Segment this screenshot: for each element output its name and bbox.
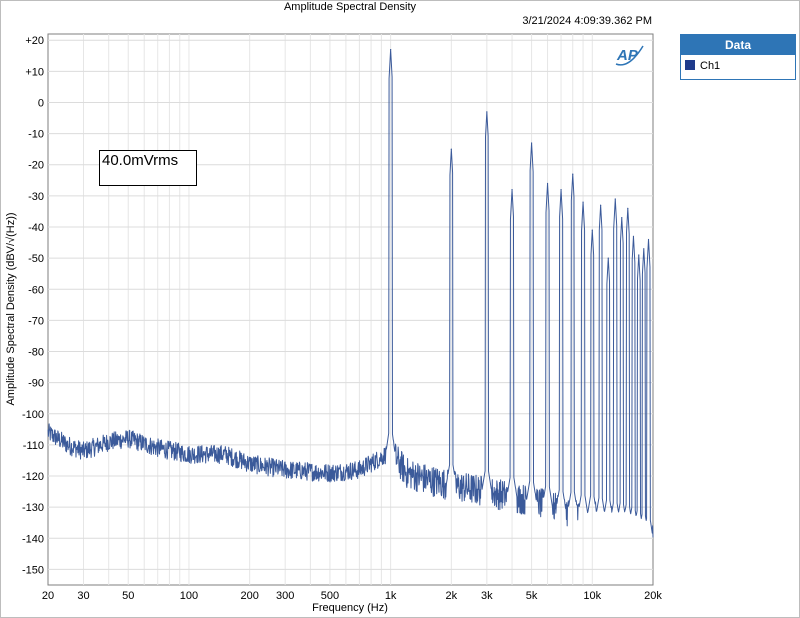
y-tick-label: -60 [28,284,44,296]
legend-item-ch1[interactable]: Ch1 [681,55,795,77]
legend-label: Ch1 [700,60,721,72]
y-tick-label: -140 [22,533,44,545]
x-tick-label: 2k [446,590,458,602]
harmonic-peak-point [632,235,635,237]
chart-title: Amplitude Spectral Density [283,1,417,13]
harmonic-peak-point [638,254,640,256]
harmonic-peak-point [600,204,602,206]
series-layer [47,48,654,538]
harmonic-peak-point [546,182,549,185]
y-tick-label: +10 [25,66,44,78]
harmonic-peak-point [647,238,650,241]
y-tick-label: -110 [23,440,44,452]
x-tick-label: 10k [583,590,601,602]
tick-labels: 20 30 50 100 200 300 500 1k 2k 3k 5k 10k 20k +20 +10 0 -… [22,35,662,602]
y-tick-label: -50 [28,253,44,265]
x-tick-label: 3k [481,590,493,602]
y-tick-label: -150 [22,564,44,576]
x-tick-label: 200 [240,590,258,602]
y-tick-label: -80 [28,347,44,359]
legend-swatch [685,60,695,70]
annotation-box[interactable]: 40.0mVrms [99,150,197,186]
harmonic-peak-point [627,207,629,209]
x-tick-label: 100 [180,590,198,602]
y-tick-label: -70 [28,315,44,327]
y-tick-label: -130 [22,502,44,514]
y-tick-label: -30 [28,191,44,203]
timestamp: 3/21/2024 4:09:39.362 PM [522,15,652,27]
y-tick-label: -10 [28,129,44,141]
series-line-ch1 [47,49,654,538]
harmonic-peak-point [591,229,593,231]
harmonic-peak-point [572,173,574,175]
harmonic-peak-point [614,198,616,200]
grid [48,34,653,585]
y-tick-label: +20 [25,35,44,47]
harmonic-peak-point [607,257,609,259]
legend-header: Data [681,35,795,55]
y-tick-label: -90 [28,378,44,390]
legend: Data Ch1 [680,34,796,80]
y-tick-label: 0 [38,97,44,109]
x-tick-label: 20k [644,590,662,602]
harmonic-peak-point [390,48,392,51]
plot-area [47,33,654,586]
harmonic-peak-point [582,201,584,203]
harmonic-peak-point [530,142,533,144]
harmonic-peak-point [450,148,452,150]
x-axis-label: Frequency (Hz) [312,602,388,614]
y-axis-label: Amplitude Spectral Density (dBV/√(Hz)) [5,212,17,405]
x-tick-label: 5k [526,590,538,602]
y-tick-label: -120 [22,471,44,483]
y-tick-label: -20 [28,160,44,172]
ap-logo-icon: AP [615,45,644,66]
y-tick-label: -40 [28,222,44,234]
harmonic-peak-point [621,217,623,219]
x-tick-label: 30 [77,590,89,602]
harmonic-peak-point [560,189,562,191]
x-tick-label: 1k [385,590,397,602]
x-tick-label: 50 [122,590,134,602]
harmonic-peak-point [643,248,645,250]
x-tick-label: 500 [321,590,339,602]
x-tick-label: 20 [42,590,54,602]
y-tick-label: -100 [22,409,44,421]
x-tick-label: 300 [276,590,294,602]
harmonic-peak-point [511,189,513,191]
harmonic-peak-point [486,111,488,113]
